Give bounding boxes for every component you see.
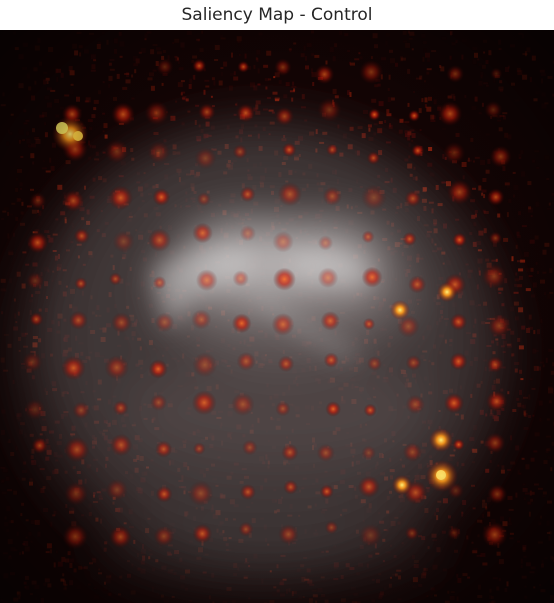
saliency-heatmap-canvas xyxy=(0,30,554,603)
heatmap-vignette xyxy=(0,30,554,603)
saliency-heatmap xyxy=(0,30,554,603)
figure-title: Saliency Map - Control xyxy=(181,5,373,25)
